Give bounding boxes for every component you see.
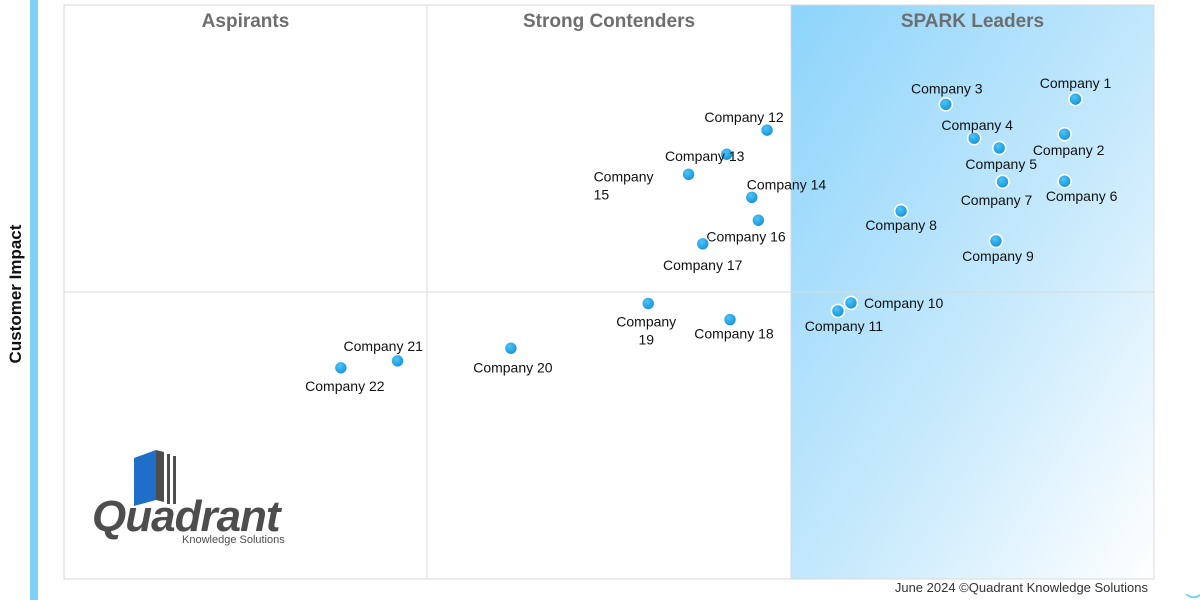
point-company-17: Company 17 [663, 236, 743, 273]
point-marker-company-8 [893, 203, 909, 219]
point-label-company-7: Company 7 [961, 192, 1033, 208]
point-marker-company-7 [995, 174, 1010, 190]
point-company-11: Company 11 [805, 303, 884, 334]
footer-credit: June 2024 ©Quadrant Knowledge Solutions [894, 580, 1148, 595]
point-company-22: Company 22 [305, 360, 385, 394]
point-marker-company-21 [390, 353, 405, 369]
point-label-company-13: Company 13 [665, 148, 745, 164]
point-company-12: Company 12 [704, 109, 784, 138]
point-label-company-10: Company 10 [864, 295, 944, 311]
book-logo-icon [134, 450, 176, 506]
point-label-company-22: Company 22 [305, 378, 385, 394]
point-label-company-6: Company 6 [1046, 188, 1118, 204]
point-label-company-18: Company 18 [694, 326, 774, 342]
point-label-company-4: Company 4 [941, 117, 1013, 133]
logo-wordmark: Quadrant [92, 492, 281, 541]
point-marker-company-3 [938, 97, 954, 112]
point-company-9: Company 9 [962, 233, 1034, 264]
point-label-company-2: Company 2 [1033, 142, 1105, 158]
point-label-company-8: Company 8 [865, 217, 937, 233]
point-label-company-14: Company 14 [747, 176, 827, 192]
point-label-company-16: Company 16 [706, 228, 786, 244]
region-title-spark-leaders: SPARK Leaders [901, 11, 1044, 32]
point-company-6: Company 6 [1046, 173, 1118, 204]
point-marker-company-18 [722, 312, 738, 327]
point-company-18: Company 18 [694, 312, 774, 342]
point-company-1: Company 1 [1040, 75, 1112, 107]
point-company-21: Company 21 [344, 338, 424, 369]
point-marker-company-15 [681, 167, 696, 182]
point-company-7: Company 7 [961, 174, 1033, 208]
point-marker-company-1 [1068, 91, 1083, 107]
point-company-4: Company 4 [941, 117, 1013, 146]
point-marker-company-9 [988, 233, 1004, 249]
region-title-strong-contenders: Strong Contenders [523, 11, 695, 32]
point-marker-company-10 [843, 295, 859, 311]
point-marker-company-14 [744, 189, 760, 205]
point-label-company-15: Company 15 [594, 168, 654, 202]
point-company-16: Company 16 [706, 212, 786, 244]
point-company-13: Company 13 [665, 146, 745, 164]
point-company-20: Company 20 [473, 340, 553, 375]
point-label-company-1: Company 1 [1040, 75, 1112, 91]
point-marker-company-6 [1057, 173, 1072, 189]
point-label-company-5: Company 5 [965, 156, 1037, 172]
point-label-company-21: Company 21 [344, 338, 424, 354]
left-accent-bar [30, 0, 38, 600]
region-title-aspirants: Aspirants [202, 11, 290, 32]
point-label-company-17: Company 17 [663, 257, 743, 273]
point-label-company-9: Company 9 [962, 248, 1034, 264]
point-company-14: Company 14 [744, 176, 827, 205]
point-company-10: Company 10 [843, 295, 944, 311]
point-marker-company-19 [640, 296, 656, 311]
point-marker-company-4 [966, 130, 982, 146]
point-company-5: Company 5 [965, 140, 1037, 172]
point-label-company-19: Company 19 [616, 313, 676, 347]
point-company-15: Company 15 [594, 167, 696, 202]
point-label-company-12: Company 12 [704, 109, 784, 125]
point-company-3: Company 3 [911, 80, 983, 112]
point-marker-company-12 [759, 122, 775, 138]
point-marker-company-5 [991, 140, 1007, 156]
point-company-8: Company 8 [865, 203, 937, 233]
point-company-2: Company 2 [1033, 126, 1105, 158]
point-label-company-11: Company 11 [805, 318, 884, 334]
point-marker-company-22 [333, 360, 349, 376]
quadrant-logo: Quadrant Knowledge Solutions [90, 448, 310, 548]
point-marker-company-20 [503, 340, 519, 356]
point-label-company-20: Company 20 [473, 359, 553, 375]
point-marker-company-13 [719, 146, 735, 162]
logo-subtitle: Knowledge Solutions [182, 534, 285, 546]
point-marker-company-2 [1057, 126, 1072, 142]
corner-arrow-icon [1186, 594, 1200, 599]
point-label-company-3: Company 3 [911, 80, 983, 96]
point-marker-company-11 [830, 303, 846, 319]
point-company-19: Company 19 [616, 296, 676, 347]
point-marker-company-16 [751, 212, 766, 228]
point-marker-company-17 [695, 236, 711, 252]
